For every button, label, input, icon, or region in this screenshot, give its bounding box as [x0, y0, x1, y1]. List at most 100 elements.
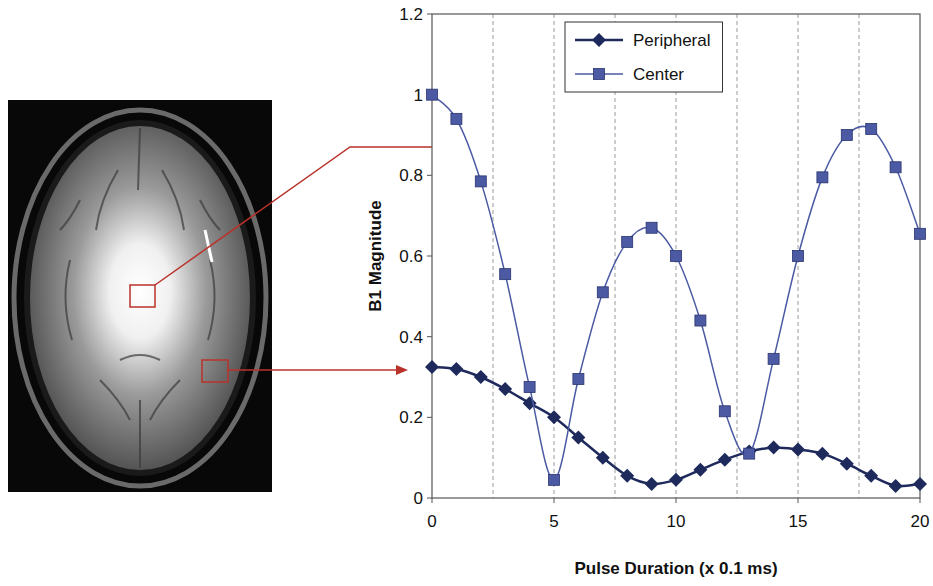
grid	[493, 14, 859, 498]
data-point	[889, 479, 903, 493]
mri-skull-gap	[24, 120, 256, 476]
data-point	[451, 113, 462, 124]
y-tick-label: 0.4	[399, 328, 423, 347]
data-point	[840, 457, 854, 471]
data-point	[524, 382, 535, 393]
y-tick	[427, 498, 432, 499]
chart-svg: 00.20.40.60.811.205101520Pulse Duration …	[0, 0, 933, 586]
data-point	[646, 222, 657, 233]
mri-sulcus	[150, 380, 180, 420]
data-point	[571, 431, 585, 445]
data-point	[449, 362, 463, 376]
data-point	[547, 410, 561, 424]
x-tick	[432, 498, 433, 503]
x-axis-title: Pulse Duration (x 0.1 ms)	[574, 559, 777, 578]
x-tick	[676, 498, 677, 503]
data-point	[622, 236, 633, 247]
data-point	[791, 443, 805, 457]
data-point	[793, 251, 804, 262]
data-point	[498, 382, 512, 396]
series-line	[432, 95, 920, 480]
data-point	[718, 453, 732, 467]
plot-frame	[432, 14, 920, 498]
mri-sulcus	[208, 260, 215, 340]
data-point	[427, 89, 438, 100]
mri-sulcus	[96, 170, 118, 230]
data-point	[425, 360, 439, 374]
mri-sulcus	[139, 400, 141, 468]
data-point	[915, 228, 926, 239]
data-point	[693, 463, 707, 477]
y-axis-title: B1 Magnitude	[366, 200, 385, 311]
legend-marker	[592, 33, 606, 47]
legend-box	[565, 22, 723, 92]
data-point	[671, 251, 682, 262]
mri-sulcus	[100, 380, 130, 420]
data-point	[669, 473, 683, 487]
plot-background	[432, 14, 920, 498]
grid-line	[554, 14, 555, 498]
mri-brain	[30, 126, 250, 470]
data-point	[645, 477, 659, 491]
arrowhead-peripheral	[396, 365, 408, 375]
data-point	[744, 448, 755, 459]
x-tick-label: 10	[667, 512, 686, 531]
data-point	[841, 130, 852, 141]
x-tick	[798, 498, 799, 503]
data-point	[866, 123, 877, 134]
legend: Peripheral Center	[565, 22, 723, 92]
grid-line-minor	[859, 14, 860, 498]
x-tick-label: 5	[549, 512, 558, 531]
mri-sulcus	[162, 170, 184, 230]
data-point	[596, 451, 610, 465]
data-point	[767, 441, 781, 455]
data-point	[864, 469, 878, 483]
arrow-center	[155, 147, 452, 285]
data-point	[597, 287, 608, 298]
mri-background	[8, 100, 272, 492]
series-center	[427, 89, 926, 485]
data-point	[768, 353, 779, 364]
data-point	[742, 445, 756, 459]
series-peripheral	[425, 360, 927, 493]
legend-label: Peripheral	[633, 31, 711, 50]
data-point	[474, 370, 488, 384]
y-tick	[427, 14, 432, 15]
y-tick-label: 1.2	[399, 5, 423, 24]
mri-skull	[14, 110, 266, 486]
data-point	[719, 406, 730, 417]
y-tick	[427, 417, 432, 418]
y-tick	[427, 336, 432, 337]
mri-sulcus	[65, 260, 72, 340]
mri-sulcus	[200, 200, 220, 230]
grid-line-minor	[737, 14, 738, 498]
roi-peripheral	[202, 360, 228, 382]
data-point	[815, 447, 829, 461]
y-tick-label: 1	[414, 86, 423, 105]
mri-image	[8, 100, 272, 492]
y-tick-label: 0	[414, 489, 423, 508]
mri-sulcus	[120, 355, 160, 360]
mri-sulcus	[60, 200, 80, 230]
plot-area	[425, 89, 927, 493]
data-point	[695, 315, 706, 326]
y-tick-label: 0.6	[399, 247, 423, 266]
page-root: 00.20.40.60.811.205101520Pulse Duration …	[0, 0, 933, 586]
x-tick-label: 20	[911, 512, 930, 531]
y-tick-label: 0.2	[399, 408, 423, 427]
data-point	[913, 477, 927, 491]
series-line	[432, 367, 920, 486]
mri-sulcus	[138, 128, 140, 190]
x-tick	[920, 498, 921, 503]
roi-center	[130, 285, 155, 307]
legend-label: Center	[633, 65, 684, 84]
data-point	[620, 469, 634, 483]
y-axis: 00.20.40.60.811.2	[399, 5, 432, 508]
data-point	[500, 269, 511, 280]
data-point	[549, 474, 560, 485]
x-tick	[554, 498, 555, 503]
data-point	[890, 162, 901, 173]
data-point	[817, 172, 828, 183]
arrow-peripheral	[228, 369, 398, 371]
grid-line-minor	[493, 14, 494, 498]
